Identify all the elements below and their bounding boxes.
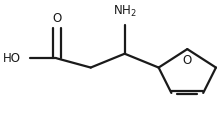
Text: NH$_2$: NH$_2$	[113, 4, 136, 19]
Text: HO: HO	[3, 52, 21, 65]
Text: O: O	[52, 12, 61, 25]
Text: O: O	[183, 54, 192, 67]
